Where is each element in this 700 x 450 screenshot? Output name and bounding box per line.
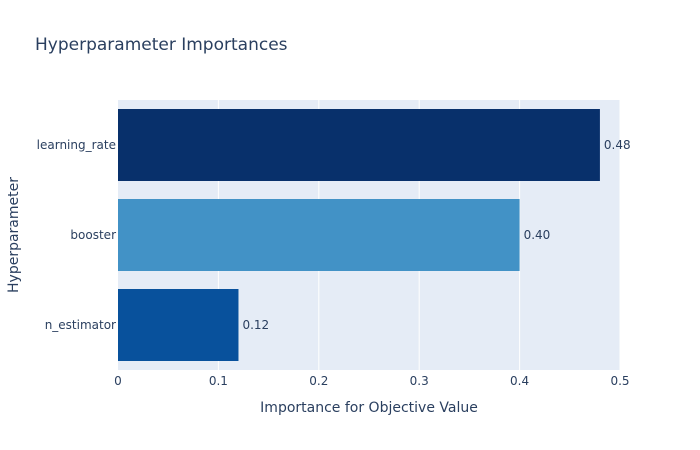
x-tick-label: 0.1 [209,374,228,388]
x-axis-title: Importance for Objective Value [260,400,478,416]
x-axis-ticks: 0 0.1 0.2 0.3 0.4 0.5 [114,374,629,388]
x-tick-label: 0.5 [610,374,629,388]
y-tick-label: n_estimator [45,318,116,332]
bar-value-label: 0.48 [604,138,631,152]
x-tick-label: 0.4 [510,374,529,388]
bar-value-label: 0.40 [524,228,551,242]
bar-n-estimator [118,289,239,361]
x-tick-label: 0.3 [410,374,429,388]
x-tick-label: 0 [114,374,122,388]
bar-value-label: 0.12 [242,318,269,332]
bars: 0.48 0.40 0.12 [118,109,631,361]
bar-learning-rate [118,109,600,181]
y-tick-label: booster [70,228,116,242]
x-tick-label: 0.2 [309,374,328,388]
chart-title: Hyperparameter Importances [35,35,288,55]
y-tick-label: learning_rate [37,138,116,152]
bar-booster [118,199,520,271]
y-axis-title: Hyperparameter [6,177,22,293]
